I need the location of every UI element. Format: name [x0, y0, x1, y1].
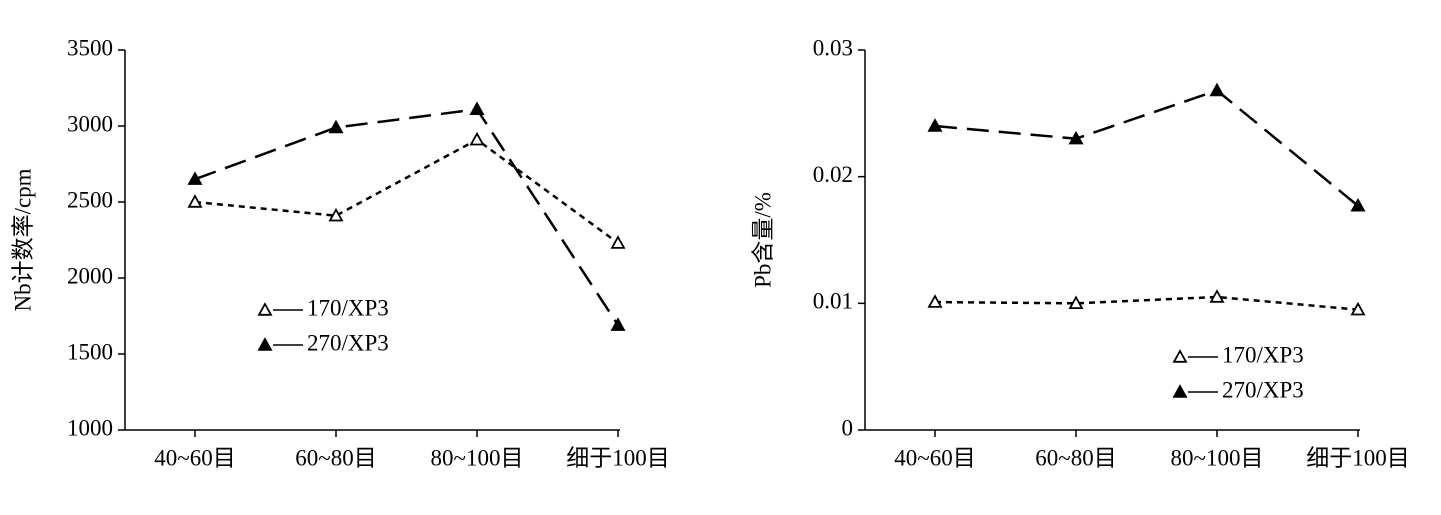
y-tick-label: 3000	[67, 111, 113, 136]
legend-label: 270/XP3	[307, 330, 389, 355]
y-tick-label: 0.02	[813, 162, 853, 187]
data-point	[610, 317, 626, 331]
x-tick-label: 60~80目	[1035, 445, 1116, 470]
y-tick-label: 2000	[67, 263, 113, 288]
x-tick-label: 80~100目	[431, 445, 524, 470]
x-tick-label: 细于100目	[566, 445, 670, 470]
data-point	[927, 118, 943, 132]
data-point	[1068, 295, 1084, 310]
legend-marker	[1172, 349, 1188, 363]
y-tick-label: 0	[842, 415, 854, 440]
x-tick-label: 60~80目	[295, 445, 376, 470]
y-tick-label: 1500	[67, 339, 113, 364]
x-tick-label: 40~60目	[154, 445, 235, 470]
legend-label: 270/XP3	[1222, 377, 1304, 402]
legend-marker	[257, 302, 273, 316]
y-tick-label: 2500	[67, 187, 113, 212]
data-point	[1068, 130, 1084, 145]
x-tick-label: 细于100目	[1306, 445, 1410, 470]
legend-label: 170/XP3	[1222, 342, 1304, 367]
data-point	[328, 207, 344, 222]
y-tick-label: 3500	[67, 35, 113, 60]
legend-label: 170/XP3	[307, 295, 389, 320]
data-point	[1350, 197, 1366, 212]
y-axis-title: Pb含量/%	[750, 192, 775, 288]
x-tick-label: 40~60目	[894, 445, 975, 470]
legend-marker	[1172, 384, 1188, 398]
series-line	[194, 138, 619, 245]
series-line	[934, 89, 1359, 207]
data-point	[610, 235, 626, 249]
legend-marker	[257, 337, 273, 351]
data-point	[187, 194, 203, 208]
data-point	[187, 171, 203, 185]
series-line	[934, 295, 1359, 311]
data-point	[469, 131, 485, 146]
x-tick-label: 80~100目	[1171, 445, 1264, 470]
data-point	[1209, 289, 1225, 303]
y-tick-label: 0.01	[813, 289, 853, 314]
series-line	[194, 107, 620, 326]
y-tick-label: 1000	[67, 415, 113, 440]
data-point	[328, 119, 344, 134]
y-tick-label: 0.03	[813, 35, 853, 60]
data-point	[1350, 301, 1366, 316]
data-point	[1209, 82, 1225, 97]
data-point	[927, 294, 943, 308]
data-point	[469, 101, 485, 115]
y-axis-title: Nb计数率/cpm	[10, 168, 35, 311]
